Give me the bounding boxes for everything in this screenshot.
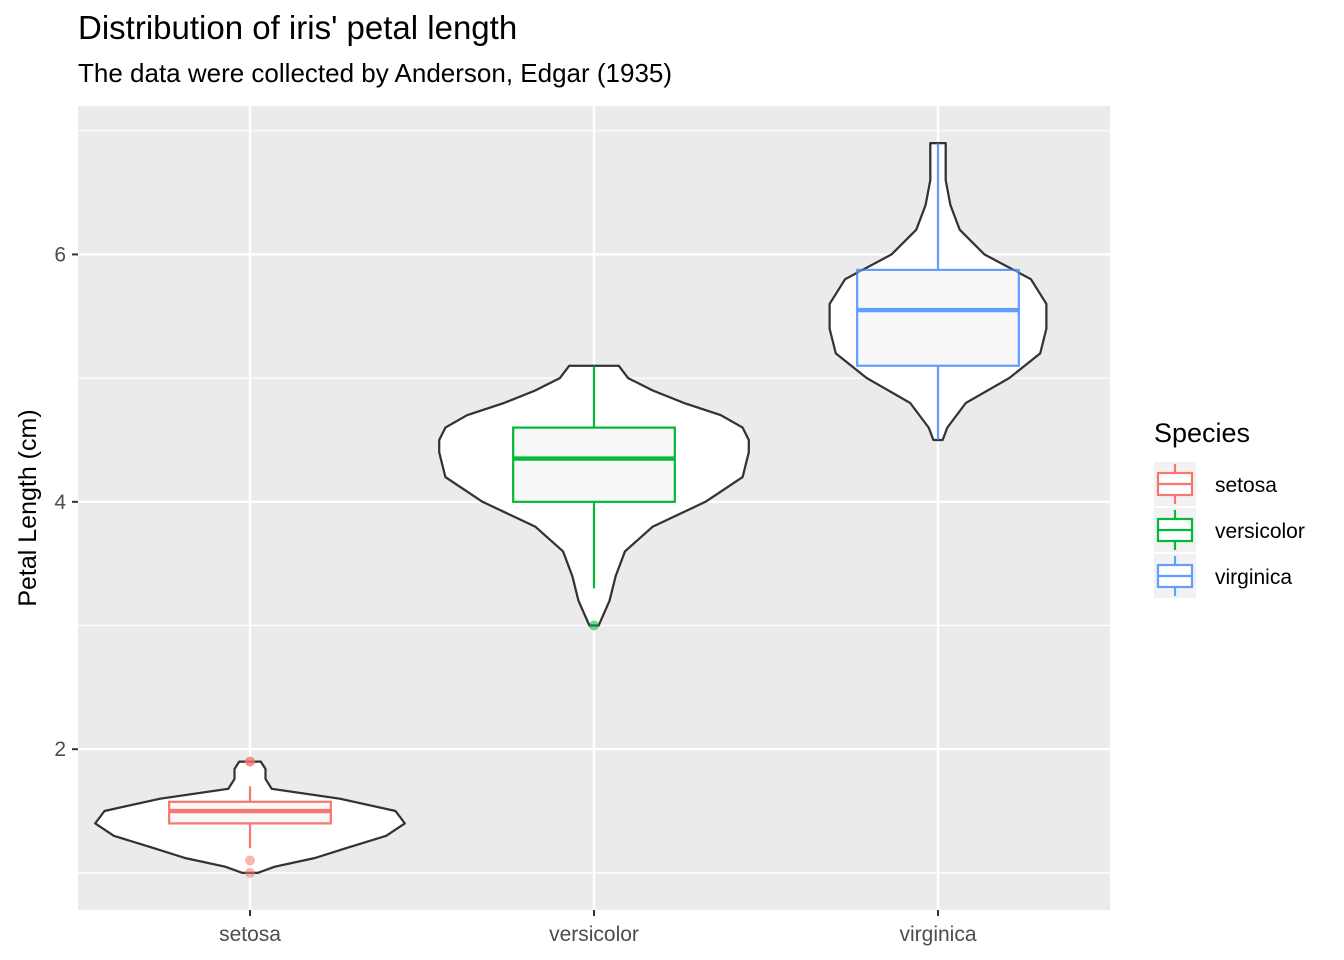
violin-overlay-virginica xyxy=(828,142,1048,442)
y-tick-label: 2 xyxy=(54,738,66,761)
outlier-versicolor xyxy=(589,620,599,631)
x-tick-label: setosa xyxy=(219,923,281,946)
box-versicolor xyxy=(512,426,676,503)
axes: 2 4 6 setosa versicolor virginica xyxy=(54,243,977,946)
outlier-setosa xyxy=(245,855,255,866)
legend-label: versicolor xyxy=(1215,520,1305,543)
violin-overlay-setosa xyxy=(93,760,407,874)
legend: Species setosa versicolor virginica xyxy=(1154,418,1305,598)
y-tick-label: 6 xyxy=(54,243,66,266)
chart-title: Distribution of iris' petal length xyxy=(78,9,518,46)
x-tick-label: virginica xyxy=(899,923,976,946)
y-tick-label: 4 xyxy=(54,491,66,514)
box-virginica xyxy=(856,268,1020,367)
legend-label: setosa xyxy=(1215,474,1277,497)
chart-marks xyxy=(93,142,1048,878)
outlier-setosa xyxy=(245,756,255,767)
chart-subtitle: The data were collected by Anderson, Edg… xyxy=(78,58,673,88)
legend-title: Species xyxy=(1154,418,1250,448)
outlier-setosa xyxy=(245,867,255,878)
violin-overlay-versicolor xyxy=(438,364,750,627)
x-tick-label: versicolor xyxy=(549,923,639,946)
legend-label: virginica xyxy=(1215,566,1292,589)
y-axis-title: Petal Length (cm) xyxy=(14,409,42,606)
